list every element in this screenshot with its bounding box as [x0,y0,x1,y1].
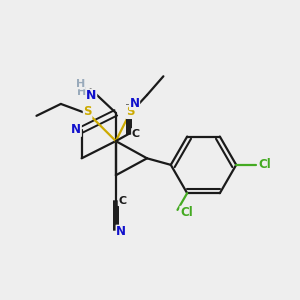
Text: H: H [77,87,86,97]
Text: Cl: Cl [180,206,193,219]
Text: C: C [132,129,140,139]
Text: N: N [71,123,81,136]
Text: H: H [76,79,85,89]
Text: C: C [118,196,126,206]
Text: Cl: Cl [258,158,271,171]
Text: S: S [83,106,92,118]
Text: N: N [116,225,126,238]
Text: N: N [86,89,97,102]
Text: S: S [126,106,135,118]
Text: N: N [130,97,140,110]
